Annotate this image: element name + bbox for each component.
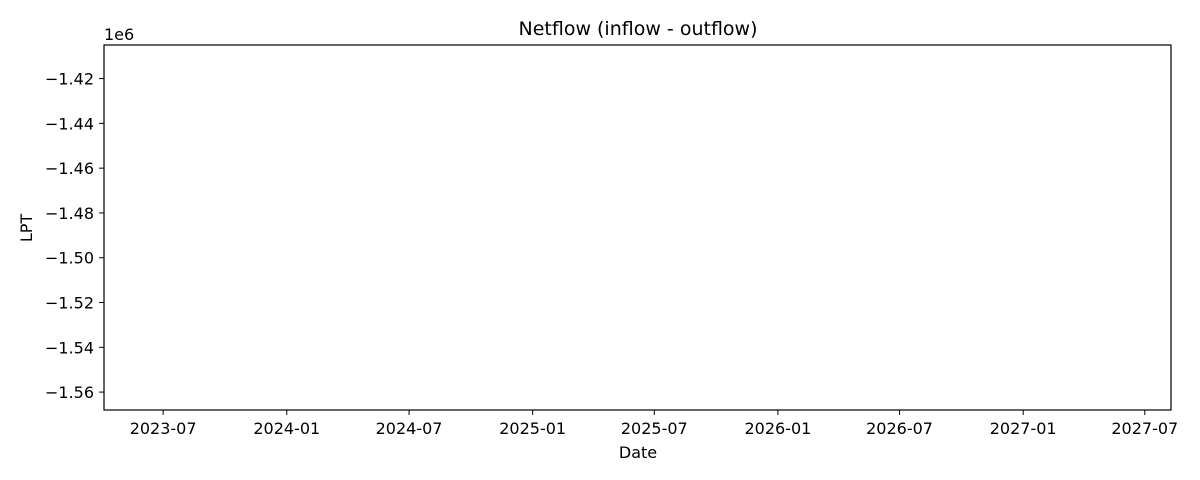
x-tick-label: 2025-01 bbox=[499, 419, 566, 438]
y-tick-label: −1.52 bbox=[45, 294, 94, 313]
y-axis-title: LPT bbox=[17, 214, 36, 243]
y-tick-label: −1.42 bbox=[45, 70, 94, 89]
x-tick-label: 2024-01 bbox=[253, 419, 320, 438]
y-tick-label: −1.50 bbox=[45, 249, 94, 268]
y-tick-label: −1.46 bbox=[45, 159, 94, 178]
x-tick-label: 2024-07 bbox=[376, 419, 443, 438]
x-axis-title: Date bbox=[619, 443, 657, 462]
x-axis: 2023-07 2024-01 2024-07 2025-01 2025-07 2026-… bbox=[130, 410, 1178, 438]
y-tick-label: −1.56 bbox=[45, 383, 94, 402]
plot-area-frame bbox=[103, 44, 1172, 411]
x-tick-label: 2027-07 bbox=[1111, 419, 1178, 438]
y-tick-label: −1.44 bbox=[45, 114, 94, 133]
chart-title: Netflow (inflow - outflow) bbox=[519, 18, 758, 40]
x-tick-label: 2025-07 bbox=[621, 419, 688, 438]
x-tick-label: 2026-07 bbox=[866, 419, 933, 438]
x-tick-label: 2027-01 bbox=[990, 419, 1057, 438]
x-tick-label: 2023-07 bbox=[130, 419, 197, 438]
y-axis-offset-label: 1e6 bbox=[104, 25, 134, 44]
y-tick-label: −1.48 bbox=[45, 204, 94, 223]
y-tick-label: −1.54 bbox=[45, 338, 94, 357]
x-tick-label: 2026-01 bbox=[745, 419, 812, 438]
y-axis: −1.42 −1.44 −1.46 −1.48 −1.50 −1.52 −1.54 −1.56 bbox=[45, 70, 104, 402]
